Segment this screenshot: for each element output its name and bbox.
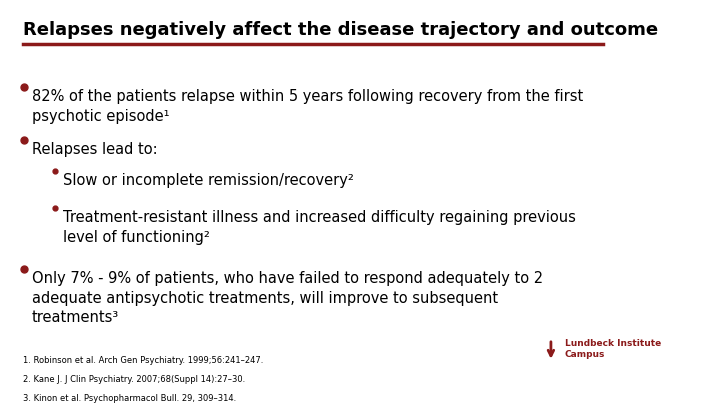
Text: Relapses negatively affect the disease trajectory and outcome: Relapses negatively affect the disease t… (23, 21, 658, 39)
Text: Relapses lead to:: Relapses lead to: (32, 142, 158, 157)
Text: Slow or incomplete remission/recovery²: Slow or incomplete remission/recovery² (63, 173, 354, 188)
Text: Treatment-resistant illness and increased difficulty regaining previous
level of: Treatment-resistant illness and increase… (63, 210, 576, 245)
Text: 82% of the patients relapse within 5 years following recovery from the first
psy: 82% of the patients relapse within 5 yea… (32, 89, 583, 124)
Text: 1. Robinson et al. Arch Gen Psychiatry. 1999;56:241–247.: 1. Robinson et al. Arch Gen Psychiatry. … (23, 356, 263, 365)
Text: Only 7% - 9% of patients, who have failed to respond adequately to 2
adequate an: Only 7% - 9% of patients, who have faile… (32, 271, 543, 326)
Text: 3. Kinon et al. Psychopharmacol Bull. 29, 309–314.: 3. Kinon et al. Psychopharmacol Bull. 29… (23, 394, 236, 403)
Text: 2. Kane J. J Clin Psychiatry. 2007;68(Suppl 14):27–30.: 2. Kane J. J Clin Psychiatry. 2007;68(Su… (23, 375, 245, 384)
Text: Lundbeck Institute
Campus: Lundbeck Institute Campus (564, 339, 661, 359)
